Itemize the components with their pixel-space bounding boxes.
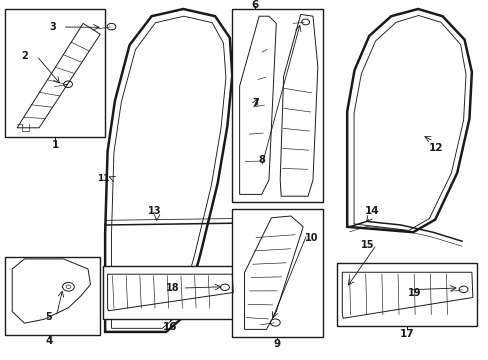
Bar [102,266,237,319]
Text: 3: 3 [49,22,56,32]
Text: 6: 6 [251,0,258,10]
Text: 9: 9 [273,339,280,349]
Text: 18: 18 [165,283,179,293]
Text: 4: 4 [45,336,53,346]
Bar [5,9,105,137]
Text: 5: 5 [45,312,52,322]
Bar [337,263,476,326]
Text: 19: 19 [407,288,421,298]
Text: 13: 13 [147,206,161,216]
Bar [232,209,322,337]
Text: 1: 1 [52,140,59,150]
Bar [5,257,100,335]
Text: 16: 16 [163,322,177,332]
Text: 2: 2 [21,51,28,61]
Text: 14: 14 [365,206,379,216]
Text: 8: 8 [258,155,264,165]
Text: 10: 10 [305,233,318,243]
Text: 7: 7 [251,98,258,108]
Text: 17: 17 [399,329,413,339]
Text: 11: 11 [97,174,110,183]
Text: 15: 15 [360,240,374,250]
Text: 12: 12 [428,143,443,153]
Bar [232,9,322,202]
